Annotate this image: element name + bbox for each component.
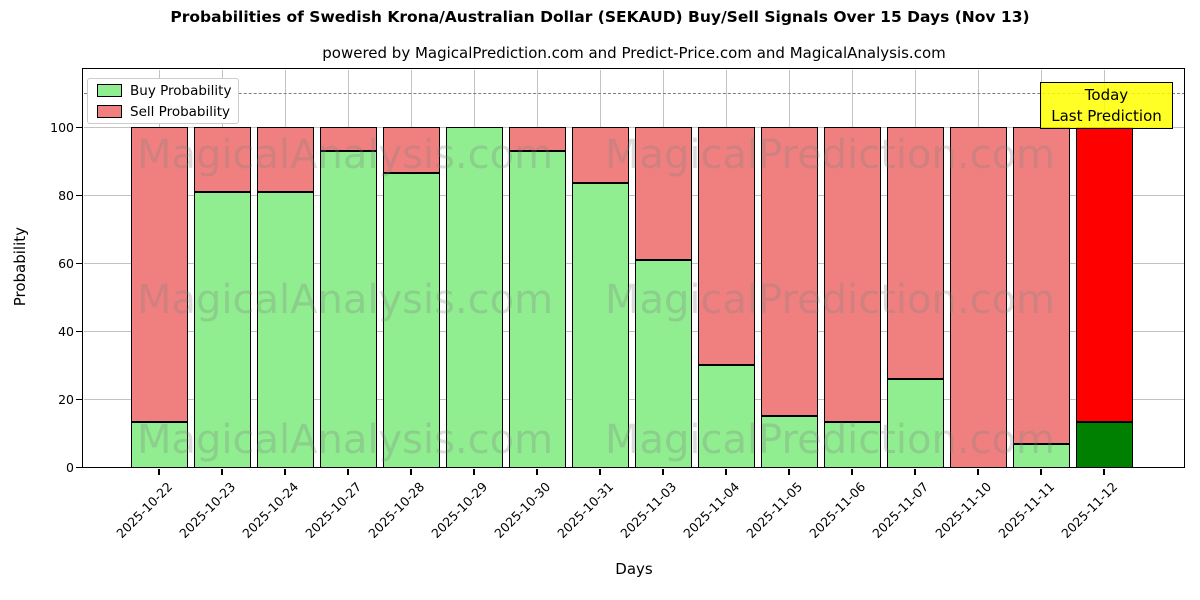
y-axis-label: Probability: [8, 68, 32, 466]
x-tick-label-text: 2025-10-24: [239, 478, 302, 541]
y-tick-mark: [76, 126, 82, 129]
bar-segment-sell: [130, 127, 188, 422]
x-tick-mark: [347, 469, 349, 475]
chart-title: Probabilities of Swedish Krona/Australia…: [170, 8, 1030, 26]
dashed-threshold-line: [83, 93, 1185, 95]
h-gridline: [83, 194, 1185, 196]
legend-label-sell: Sell Probability: [130, 103, 231, 120]
legend-item-buy: Buy Probability: [97, 83, 238, 99]
x-tick-label-text: 2025-11-03: [617, 478, 680, 541]
x-tick-mark: [410, 469, 412, 475]
chart-subtitle: powered by MagicalPrediction.com and Pre…: [322, 44, 946, 62]
x-tick-mark: [851, 469, 853, 475]
x-tick-mark: [788, 469, 790, 475]
bar-segment-buy: [1075, 421, 1133, 468]
x-tick-label-text: 2025-11-10: [932, 478, 995, 541]
x-tick-mark: [599, 469, 601, 475]
x-tick-label-text: 2025-11-12: [1058, 478, 1121, 541]
x-tick-mark: [1040, 469, 1042, 475]
x-tick-mark: [536, 469, 538, 475]
bar-segment-buy: [886, 379, 944, 468]
bar-segment-sell: [571, 127, 629, 184]
bar-segment-buy: [697, 365, 755, 468]
bar-segment-buy: [571, 183, 629, 468]
x-tick-mark: [284, 469, 286, 475]
x-tick-label-text: 2025-10-23: [176, 478, 239, 541]
x-tick-mark: [977, 469, 979, 475]
y-tick-mark: [76, 466, 82, 469]
bar-segment-sell: [634, 127, 692, 260]
bar-segment-sell: [1012, 127, 1070, 444]
today-annotation-line1: Today: [1084, 85, 1129, 104]
bar-segment-buy: [823, 421, 881, 468]
legend-swatch-sell: [97, 105, 122, 118]
y-tick-mark: [76, 330, 82, 333]
legend-swatch-buy: [97, 84, 122, 97]
x-tick-label-text: 2025-11-07: [869, 478, 932, 541]
x-tick-label-text: 2025-10-28: [365, 478, 428, 541]
y-tick-mark: [76, 194, 82, 197]
bar-segment-sell: [256, 127, 314, 192]
x-tick-label-text: 2025-10-29: [428, 478, 491, 541]
bar-segment-sell: [1075, 127, 1133, 422]
bar-segment-sell: [886, 127, 944, 380]
bar-segment-sell: [508, 127, 566, 152]
y-tick-label: 20: [58, 391, 74, 407]
plot-area: [83, 69, 1185, 468]
y-tick-label: 80: [58, 187, 74, 203]
bar-segment-buy: [1012, 443, 1070, 468]
x-tick-mark: [158, 469, 160, 475]
bar-segment-buy: [508, 151, 566, 468]
bar-segment-buy: [382, 173, 440, 468]
x-tick-label-text: 2025-10-27: [302, 478, 365, 541]
legend: Buy Probability Sell Probability: [87, 78, 239, 124]
legend-label-buy: Buy Probability: [130, 82, 232, 99]
bar-segment-buy: [634, 260, 692, 468]
y-tick-mark: [76, 262, 82, 265]
bar-segment-buy: [760, 416, 818, 468]
x-tick-label-text: 2025-10-22: [113, 478, 176, 541]
x-tick-mark: [473, 469, 475, 475]
bar-segment-sell: [760, 127, 818, 417]
bar-segment-sell: [823, 127, 881, 422]
y-tick-mark: [76, 398, 82, 401]
x-tick-mark: [725, 469, 727, 475]
x-tick-mark: [914, 469, 916, 475]
x-tick-label-text: 2025-11-04: [680, 478, 743, 541]
x-tick-label-text: 2025-10-30: [491, 478, 554, 541]
bar-segment-buy: [130, 421, 188, 468]
legend-item-sell: Sell Probability: [97, 104, 238, 120]
today-annotation: Today Last Prediction: [1040, 82, 1173, 129]
x-tick-label-text: 2025-11-11: [995, 478, 1058, 541]
bar-segment-sell: [949, 127, 1007, 468]
y-tick-label: 40: [58, 323, 74, 339]
y-tick-label: 100: [50, 119, 74, 135]
h-gridline: [83, 330, 1185, 332]
y-tick-label: 0: [66, 460, 74, 475]
x-axis-label: Days: [615, 560, 653, 578]
h-gridline: [83, 126, 1185, 128]
h-gridline: [83, 398, 1185, 400]
bar-segment-sell: [382, 127, 440, 174]
y-tick-label: 60: [58, 255, 74, 271]
bar-segment-sell: [319, 127, 377, 152]
x-tick-mark: [221, 469, 223, 475]
h-gridline: [83, 262, 1185, 264]
y-axis-label-text: Probability: [11, 227, 29, 307]
bar-segment-sell: [193, 127, 251, 192]
x-tick-label-text: 2025-11-05: [743, 478, 806, 541]
bar-segment-sell: [697, 127, 755, 366]
bar-segment-buy: [445, 127, 503, 468]
x-tick-label-text: 2025-10-31: [554, 478, 617, 541]
bar-segment-buy: [319, 151, 377, 468]
bar-segment-buy: [256, 191, 314, 468]
x-tick-mark: [1103, 469, 1105, 475]
x-tick-mark: [662, 469, 664, 475]
bar-segment-buy: [193, 191, 251, 468]
today-annotation-line2: Last Prediction: [1051, 106, 1162, 125]
x-tick-label-text: 2025-11-06: [806, 478, 869, 541]
